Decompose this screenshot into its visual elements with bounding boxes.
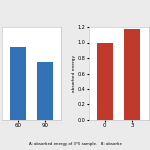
Bar <box>97 42 113 120</box>
Text: A: absorbed energy of 3*5 sample.   B: absorbe: A: absorbed energy of 3*5 sample. B: abs… <box>28 141 122 146</box>
Bar <box>124 28 140 120</box>
Y-axis label: absorbed energy: absorbed energy <box>72 55 76 92</box>
Bar <box>10 47 26 120</box>
Bar <box>37 62 53 120</box>
